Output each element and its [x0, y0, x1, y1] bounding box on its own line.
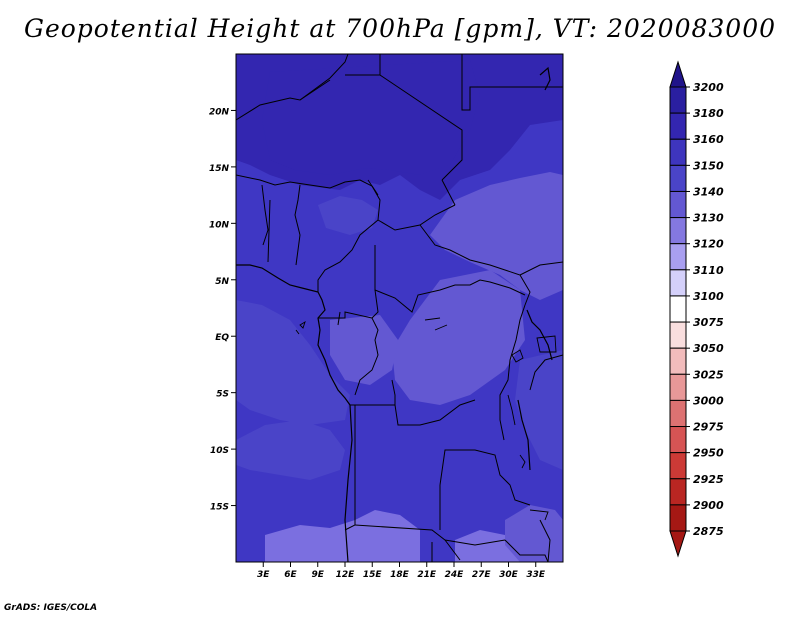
- colorbar-label: 3130: [693, 212, 724, 225]
- lon-tick-label: 18E: [390, 570, 410, 580]
- colorbar-swatch: [669, 243, 687, 271]
- colorbar-label: 3200: [693, 81, 724, 94]
- lat-tick-label: 5S: [216, 390, 229, 400]
- colorbar-swatch: [669, 86, 687, 114]
- field-patch-west: [236, 300, 350, 425]
- lat-tick-label: 10S: [210, 446, 229, 456]
- footer-credit: GrADS: IGES/COLA: [4, 603, 98, 613]
- lat-tick-label: EQ: [215, 333, 229, 343]
- colorbar-label: 3075: [693, 316, 724, 329]
- field-patch-east: [430, 172, 563, 300]
- lon-tick-label: 3E: [257, 570, 270, 580]
- colorbar-swatch: [669, 452, 687, 480]
- lon-tick-label: 9E: [312, 570, 325, 580]
- colorbar-top-arrow: [669, 60, 687, 88]
- map-title: Geopotential Height at 700hPa [gpm], VT:…: [23, 14, 777, 43]
- field-patch-nigeria: [318, 196, 378, 235]
- colorbar-swatch: [669, 164, 687, 192]
- colorbar-bottom-arrow: [669, 530, 687, 558]
- colorbar-swatch: [669, 399, 687, 428]
- colorbar-swatch: [669, 295, 687, 323]
- lat-tick-label: 15S: [210, 503, 229, 513]
- colorbar-label: 2900: [693, 499, 724, 512]
- coastline: [236, 66, 553, 562]
- field-north-core: [262, 60, 480, 175]
- field-patch-south-east: [515, 350, 563, 470]
- colorbar-label: 3150: [693, 159, 724, 172]
- lakes-and-islands: [295, 179, 557, 521]
- colorbar-swatch: [669, 190, 687, 219]
- lat-tick-label: 15N: [209, 164, 230, 174]
- colorbar-swatch: [669, 478, 687, 506]
- lat-tick-label: 20N: [209, 107, 230, 117]
- lat-tick-label: 5N: [215, 277, 229, 287]
- lon-tick-label: 24E: [445, 570, 465, 580]
- colorbar-swatch: [669, 138, 687, 166]
- latitude-ticks: 20N 15N 10N 5N EQ 5S 10S 15S: [209, 107, 236, 513]
- colorbar-label: 3120: [693, 238, 724, 251]
- height-field: [236, 54, 563, 562]
- colorbar-label: 3180: [693, 107, 724, 120]
- colorbar-label: 3100: [693, 290, 724, 303]
- colorbar-label: 3110: [693, 264, 724, 277]
- colorbar-label: 2875: [693, 525, 724, 538]
- colorbar-label: 3000: [693, 394, 724, 407]
- colorbar-label: 2950: [693, 447, 724, 460]
- colorbar: 3200 3180 3160 3150 3140 3130 3120 3110 3100 3075…: [669, 60, 724, 558]
- colorbar-label: 3140: [693, 185, 724, 198]
- colorbar-swatch: [669, 426, 687, 454]
- colorbar-label: 2925: [693, 473, 724, 486]
- colorbar-swatch: [669, 347, 687, 375]
- country-borders: [236, 54, 563, 562]
- colorbar-swatch: [669, 112, 687, 140]
- lon-tick-label: 33E: [526, 570, 546, 580]
- field-patch-gabon: [330, 315, 398, 385]
- lon-tick-label: 21E: [417, 570, 437, 580]
- colorbar-swatch: [669, 373, 687, 401]
- colorbar-label: 3160: [693, 133, 724, 146]
- colorbar-label: 2975: [693, 421, 724, 434]
- lat-tick-label: 10N: [209, 220, 230, 230]
- lon-tick-label: 12E: [336, 570, 356, 580]
- field-patch-southwest: [265, 510, 420, 562]
- colorbar-swatch: [669, 321, 687, 349]
- field-patch-southeast-light: [455, 530, 520, 562]
- field-patch-central: [392, 270, 525, 405]
- colorbar-swatch: [669, 217, 687, 245]
- lon-tick-label: 30E: [499, 570, 519, 580]
- longitude-ticks: 3E 6E 9E 12E 15E 18E 21E 24E 27E 30E 33E: [257, 562, 546, 580]
- colorbar-label: 3050: [693, 342, 724, 355]
- lon-tick-label: 6E: [284, 570, 297, 580]
- colorbar-swatch: [669, 504, 687, 532]
- lon-tick-label: 27E: [472, 570, 492, 580]
- colorbar-label: 3025: [693, 368, 724, 381]
- lon-tick-label: 15E: [363, 570, 383, 580]
- field-patch-lake: [505, 505, 563, 562]
- field-patch-south: [236, 420, 345, 480]
- colorbar-swatch: [669, 269, 687, 297]
